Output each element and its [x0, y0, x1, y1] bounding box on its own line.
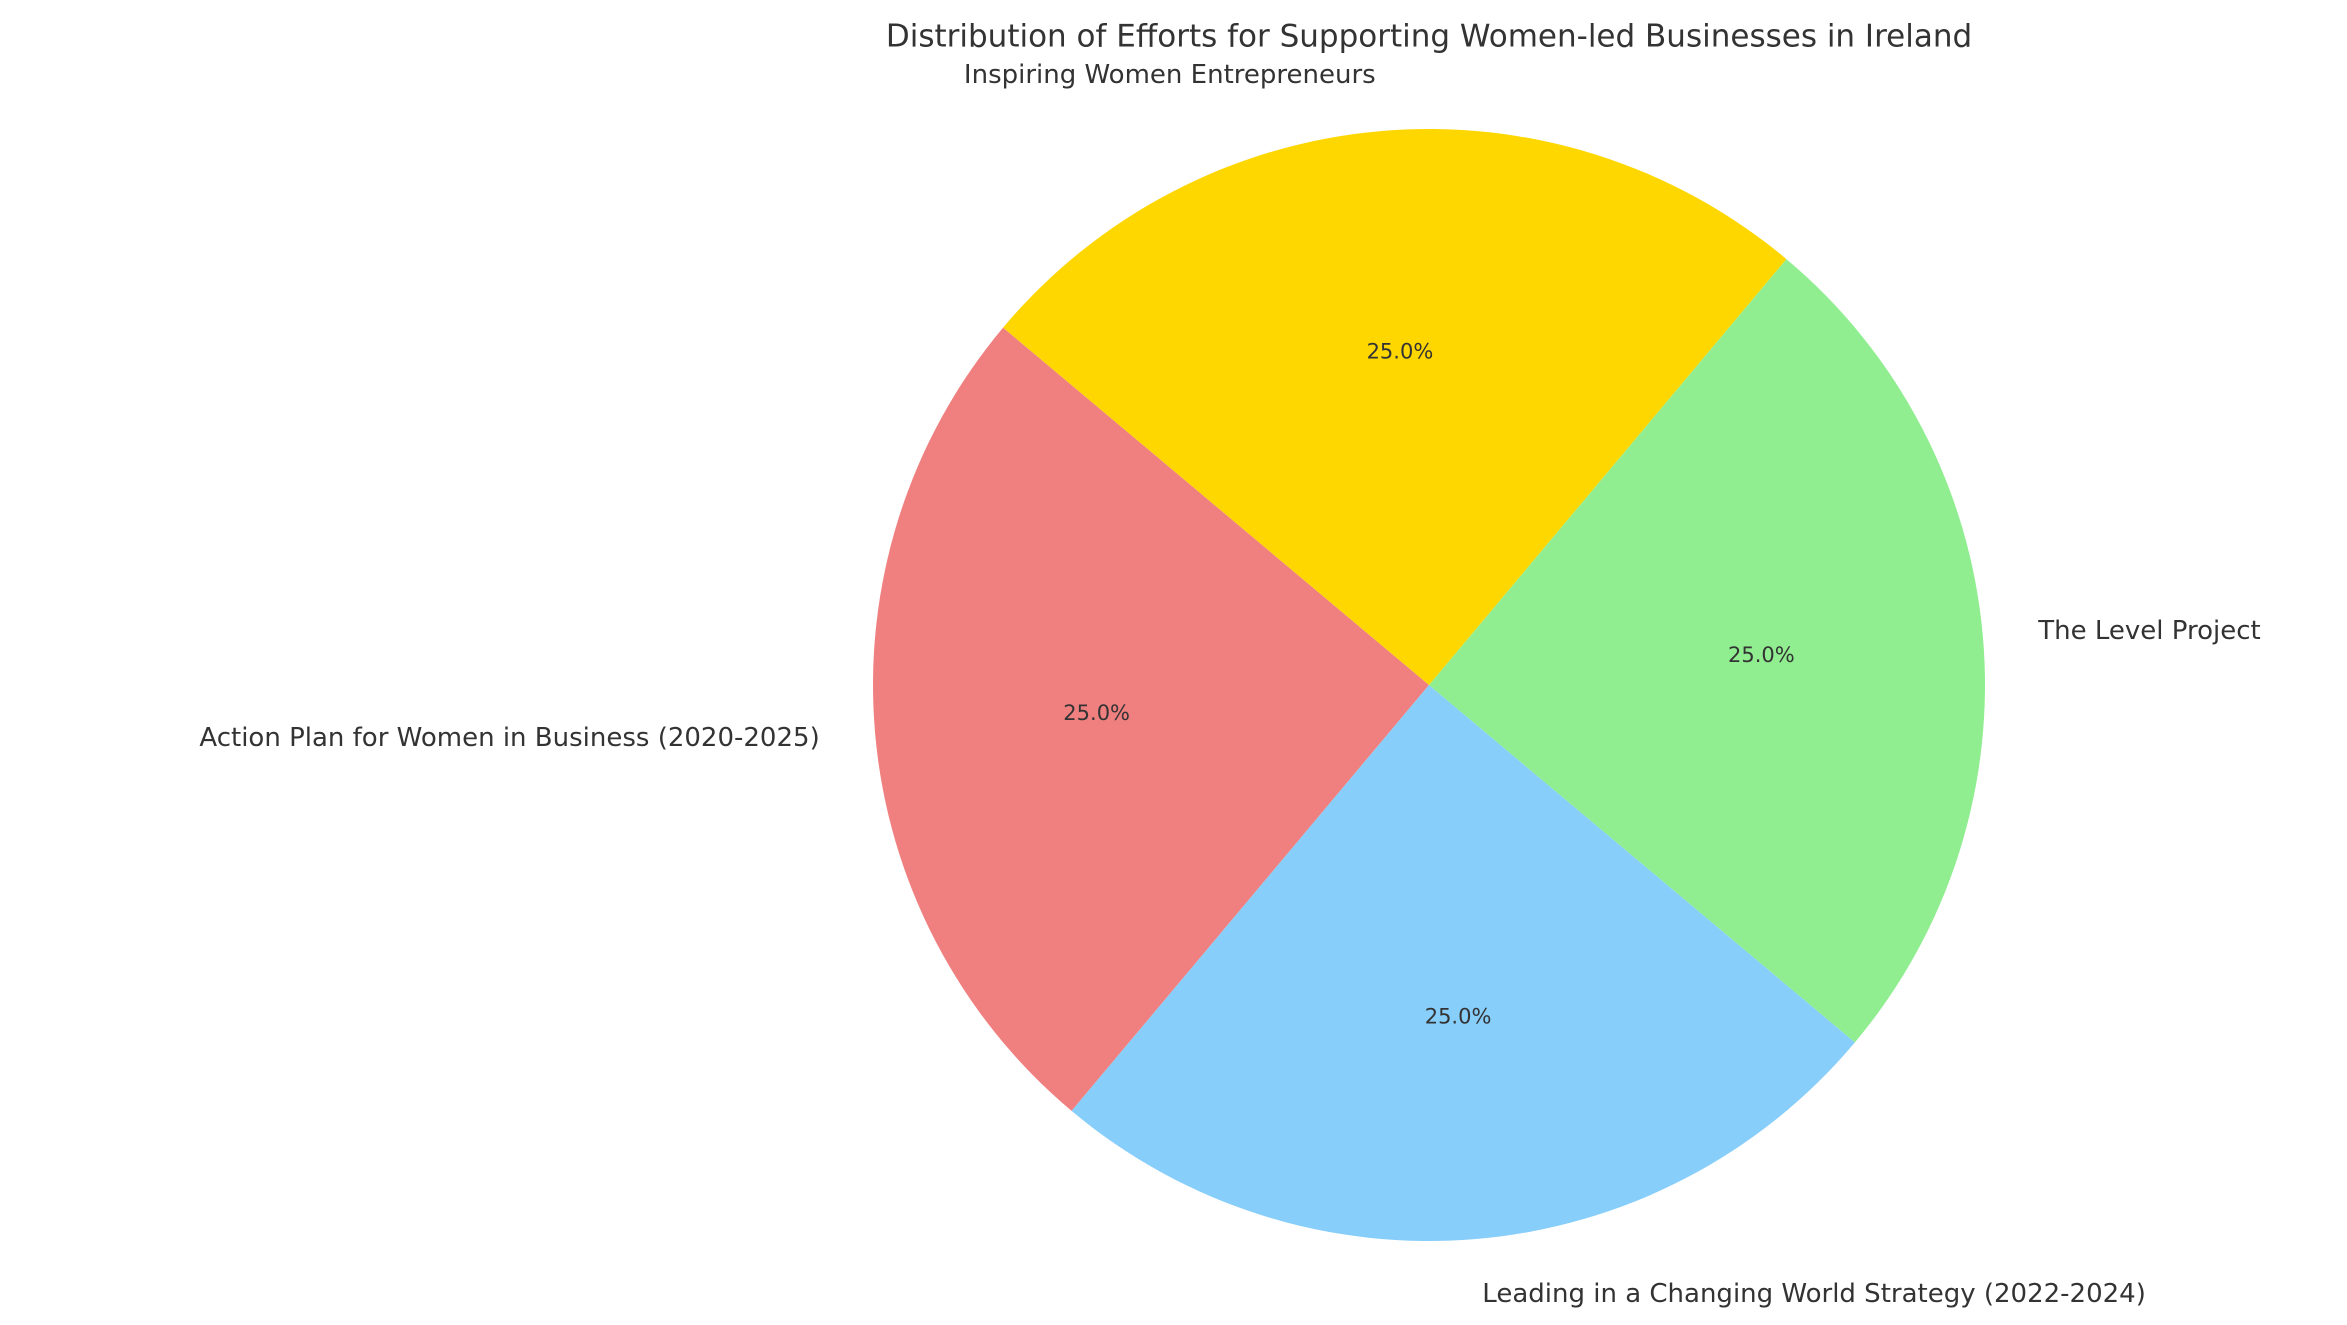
slice-label: Inspiring Women Entrepreneurs: [964, 60, 1376, 90]
percent-label: 25.0%: [1728, 643, 1795, 667]
pie-slice: [1071, 685, 1855, 1241]
pie-slice: [1429, 259, 1985, 1043]
slice-label: Leading in a Changing World Strategy (20…: [1482, 1279, 2146, 1309]
percent-label: 25.0%: [1367, 340, 1434, 364]
pie-slice: [873, 327, 1429, 1111]
pie-slice: [1003, 128, 1787, 685]
percent-label: 25.0%: [1425, 1004, 1492, 1028]
chart-title: Distribution of Efforts for Supporting W…: [886, 19, 1972, 55]
slice-label: The Level Project: [2037, 616, 2260, 646]
slice-label: Action Plan for Women in Business (2020-…: [199, 723, 819, 753]
percent-label: 25.0%: [1063, 701, 1130, 725]
